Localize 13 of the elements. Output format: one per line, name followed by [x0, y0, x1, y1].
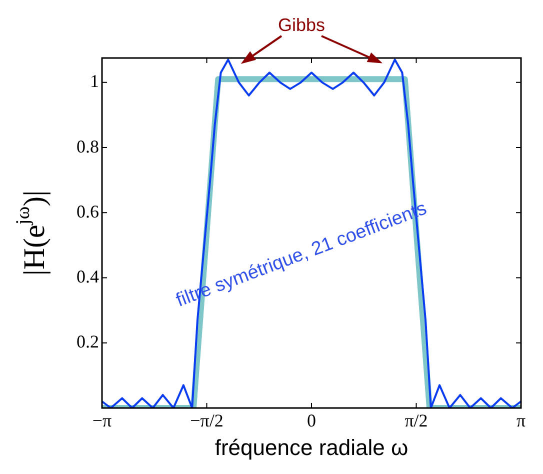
y-tick-label: 0.6 [76, 201, 99, 222]
y-tick-label: 0.8 [76, 136, 99, 156]
text: Gibbs [278, 14, 326, 35]
x-tick-label: −π [92, 410, 112, 431]
y-axis-title: |H(ejω)| [13, 190, 51, 276]
y-tick-label: 1 [90, 71, 99, 92]
y-tick-label: 0.4 [76, 266, 99, 286]
x-tick-label: −π/2 [190, 410, 224, 431]
y-tick-label: 0.2 [76, 332, 99, 352]
x-tick-label: 0 [307, 410, 316, 431]
x-tick-label: π [516, 410, 526, 431]
x-axis-title: fréquence radiale ω [214, 434, 408, 460]
x-tick-label: π/2 [404, 410, 428, 431]
